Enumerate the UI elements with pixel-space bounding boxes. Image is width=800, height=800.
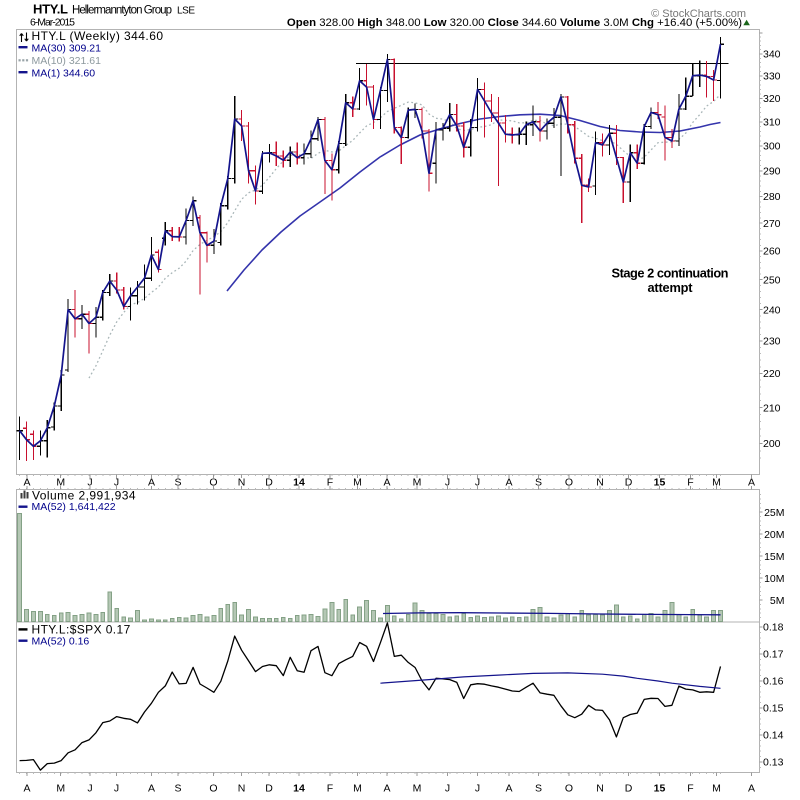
svg-text:O: O (209, 783, 217, 795)
svg-text:5M: 5M (770, 595, 785, 607)
svg-text:S: S (535, 783, 542, 795)
svg-text:O: O (565, 783, 573, 795)
svg-text:D: D (265, 477, 273, 489)
svg-text:HTY.L:$SPX 0.17: HTY.L:$SPX 0.17 (32, 623, 131, 637)
svg-text:F: F (687, 783, 693, 795)
svg-text:N: N (596, 783, 604, 795)
svg-text:15: 15 (654, 477, 666, 489)
svg-text:A: A (383, 477, 390, 489)
svg-text:15M: 15M (764, 551, 784, 563)
svg-text:0.18: 0.18 (763, 622, 784, 634)
svg-text:MA(30) 309.21: MA(30) 309.21 (32, 43, 102, 55)
svg-text:A: A (23, 477, 30, 489)
svg-text:A: A (23, 783, 30, 795)
svg-text:D: D (265, 783, 273, 795)
svg-text:N: N (238, 477, 246, 489)
svg-text:MA(52) 1,641,422: MA(52) 1,641,422 (32, 501, 116, 513)
svg-text:D: D (625, 783, 633, 795)
svg-text:MA(1) 344.60: MA(1) 344.60 (32, 68, 96, 80)
svg-text:Open 328.00 High 348.00 Low 32: Open 328.00 High 348.00 Low 320.00 Close… (287, 17, 742, 29)
svg-text:A: A (148, 477, 155, 489)
svg-text:N: N (238, 783, 246, 795)
svg-text:M: M (353, 783, 362, 795)
svg-text:A: A (748, 783, 755, 795)
svg-text:M: M (413, 783, 422, 795)
svg-text:S: S (174, 783, 181, 795)
svg-text:M: M (712, 783, 721, 795)
svg-text:F: F (687, 477, 693, 489)
svg-text:15: 15 (654, 783, 666, 795)
svg-text:F: F (327, 477, 333, 489)
svg-text:M: M (56, 783, 65, 795)
svg-text:J: J (114, 783, 119, 795)
svg-text:J: J (445, 783, 450, 795)
svg-text:210: 210 (763, 402, 781, 414)
svg-text:J: J (87, 477, 92, 489)
svg-text:J: J (475, 477, 480, 489)
svg-text:M: M (353, 477, 362, 489)
svg-text:290: 290 (763, 166, 781, 178)
svg-text:D: D (625, 477, 633, 489)
svg-text:270: 270 (763, 218, 781, 230)
svg-text:O: O (565, 477, 573, 489)
svg-text:20M: 20M (764, 529, 784, 541)
svg-text:0.13: 0.13 (763, 757, 784, 769)
svg-text:A: A (505, 477, 512, 489)
svg-text:330: 330 (763, 71, 781, 83)
svg-text:N: N (596, 477, 604, 489)
svg-text:10M: 10M (764, 573, 784, 585)
svg-text:LSE: LSE (177, 6, 195, 17)
svg-text:S: S (174, 477, 181, 489)
svg-text:340: 340 (763, 49, 781, 61)
svg-text:HTY.L (Weekly) 344.60: HTY.L (Weekly) 344.60 (32, 29, 164, 43)
svg-text:M: M (413, 477, 422, 489)
svg-text:HTY.L: HTY.L (33, 2, 68, 17)
svg-text:250: 250 (763, 274, 781, 286)
svg-text:6-Mar-2015: 6-Mar-2015 (30, 17, 75, 29)
svg-text:0.17: 0.17 (763, 649, 784, 661)
svg-text:0.16: 0.16 (763, 676, 784, 688)
svg-text:M: M (56, 477, 65, 489)
svg-text:MA(52) 0.16: MA(52) 0.16 (32, 636, 90, 648)
svg-text:M: M (712, 477, 721, 489)
svg-text:310: 310 (763, 117, 781, 129)
svg-text:200: 200 (763, 438, 781, 450)
svg-text:A: A (748, 477, 755, 489)
svg-text:0.15: 0.15 (763, 703, 784, 715)
svg-text:260: 260 (763, 246, 781, 258)
svg-text:14: 14 (293, 783, 305, 795)
svg-text:300: 300 (763, 141, 781, 153)
svg-text:280: 280 (763, 191, 781, 203)
svg-text:J: J (114, 477, 119, 489)
svg-text:320: 320 (763, 93, 781, 105)
svg-text:S: S (535, 477, 542, 489)
svg-text:J: J (445, 477, 450, 489)
svg-text:14: 14 (293, 477, 305, 489)
svg-text:J: J (87, 783, 92, 795)
svg-text:A: A (148, 783, 155, 795)
svg-text:© StockCharts.com: © StockCharts.com (651, 8, 746, 20)
svg-text:A: A (505, 783, 512, 795)
svg-text:Stage 2 continuation: Stage 2 continuation (612, 266, 729, 281)
svg-text:J: J (475, 783, 480, 795)
svg-text:F: F (327, 783, 333, 795)
svg-text:Volume 2,991,934: Volume 2,991,934 (32, 489, 136, 503)
svg-text:220: 220 (763, 368, 781, 380)
svg-text:attempt: attempt (648, 280, 694, 295)
svg-text:Hellermanntyton Group: Hellermanntyton Group (72, 5, 172, 17)
svg-text:230: 230 (763, 336, 781, 348)
svg-text:240: 240 (763, 304, 781, 316)
svg-text:MA(10) 321.61: MA(10) 321.61 (32, 55, 102, 67)
svg-text:0.14: 0.14 (763, 730, 784, 742)
svg-text:A: A (383, 783, 390, 795)
svg-text:O: O (209, 477, 217, 489)
svg-text:25M: 25M (764, 507, 784, 519)
